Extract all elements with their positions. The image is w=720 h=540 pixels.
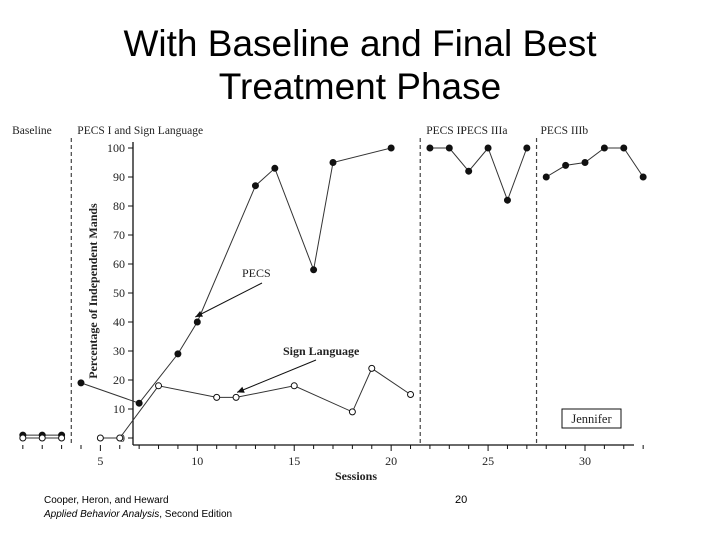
x-tick-label: 20 xyxy=(385,454,397,468)
data-point xyxy=(329,159,337,166)
y-tick-label: 70 xyxy=(113,228,125,242)
data-point xyxy=(387,144,395,152)
data-point xyxy=(232,393,240,401)
participant-label-box xyxy=(561,408,622,429)
data-point xyxy=(465,167,473,175)
data-point xyxy=(503,196,511,204)
y-tick-label: 80 xyxy=(113,199,125,213)
data-point xyxy=(38,434,46,442)
citation: Cooper, Heron, and Heward Applied Behavi… xyxy=(44,494,232,522)
y-tick-label: 20 xyxy=(113,373,125,387)
data-point xyxy=(581,159,589,166)
x-axis-title: Sessions xyxy=(335,469,377,483)
data-point xyxy=(407,391,415,398)
x-tick-label: 10 xyxy=(191,454,203,468)
participant-label: Jennifer xyxy=(561,408,622,429)
phase-label: PECS II xyxy=(426,125,464,137)
data-point xyxy=(271,164,279,172)
data-point xyxy=(542,173,550,181)
data-point xyxy=(348,408,356,416)
data-point xyxy=(19,434,27,442)
data-point xyxy=(523,144,531,152)
data-point xyxy=(251,182,259,190)
phase-label: Baseline xyxy=(12,125,52,137)
data-point xyxy=(116,434,124,442)
data-point xyxy=(600,144,608,152)
annotation-pecs: PECS xyxy=(242,266,271,280)
slide-title-line-1: With Baseline and Final Best xyxy=(123,23,597,64)
phase-label: PECS IIIb xyxy=(541,125,589,137)
series-line-segment xyxy=(80,147,392,404)
page-number: 20 xyxy=(455,494,468,506)
x-tick-label: 30 xyxy=(579,454,591,468)
data-point xyxy=(155,382,163,390)
data-point xyxy=(77,379,85,387)
data-point xyxy=(562,161,570,169)
data-series xyxy=(19,144,647,442)
data-point xyxy=(426,144,434,152)
x-tick-label: 15 xyxy=(288,454,300,468)
annotation-sign-language: Sign Language xyxy=(283,344,360,358)
data-point xyxy=(58,434,66,442)
y-axis-title: Percentage of Independent Mands xyxy=(86,203,100,379)
data-point xyxy=(174,350,182,358)
data-point xyxy=(484,144,492,152)
citation-book: Applied Behavior Analysis xyxy=(44,509,160,520)
phase-label: PECS I and Sign Language xyxy=(77,125,203,137)
citation-authors: Cooper, Heron, and Heward xyxy=(44,495,169,506)
data-point xyxy=(193,318,201,326)
phase-label: PECS IIIa xyxy=(460,125,507,137)
data-point xyxy=(310,266,318,274)
series-line-segment xyxy=(545,147,644,178)
data-point xyxy=(135,399,143,407)
data-point xyxy=(96,434,104,442)
series-pecs xyxy=(19,144,647,439)
data-point xyxy=(620,144,628,152)
y-tick-label: 90 xyxy=(113,170,125,184)
phase-change-lines: Baseline PECS I and Sign Language PECS IIP… xyxy=(12,125,588,445)
y-tick-label: 60 xyxy=(113,257,125,271)
citation-edition: , Second Edition xyxy=(159,509,233,520)
x-tick-label: 5 xyxy=(97,454,103,468)
data-point xyxy=(368,364,376,372)
slide-title-line-2: Treatment Phase xyxy=(218,66,502,107)
y-tick-label: 100 xyxy=(107,141,125,155)
data-point xyxy=(290,382,298,390)
annotation-arrow-sign-language xyxy=(236,359,317,393)
chart-axes: 010203040506070809010051015202530Session… xyxy=(22,141,644,483)
y-tick-label: 10 xyxy=(113,402,125,416)
data-point xyxy=(639,173,647,181)
data-point xyxy=(445,144,453,152)
y-tick-label: 30 xyxy=(113,344,125,358)
series-line-segment xyxy=(100,367,411,439)
annotation-arrow-pecs xyxy=(195,282,263,318)
slide-title: With Baseline and Final Best Treatment P… xyxy=(40,22,680,108)
chart-annotations: PECS Sign Language Jennifer xyxy=(195,266,622,429)
participant-label-text: Jennifer xyxy=(571,412,612,426)
x-tick-label: 25 xyxy=(482,454,494,468)
series-line-segment xyxy=(429,147,528,202)
annotation-arrow-sign-language-head xyxy=(237,386,245,393)
y-tick-label: 40 xyxy=(113,315,125,329)
series-sign-language xyxy=(19,364,415,442)
data-point xyxy=(213,393,221,401)
y-tick-label: 50 xyxy=(113,286,125,300)
annotation-arrow-pecs-head xyxy=(195,310,203,317)
